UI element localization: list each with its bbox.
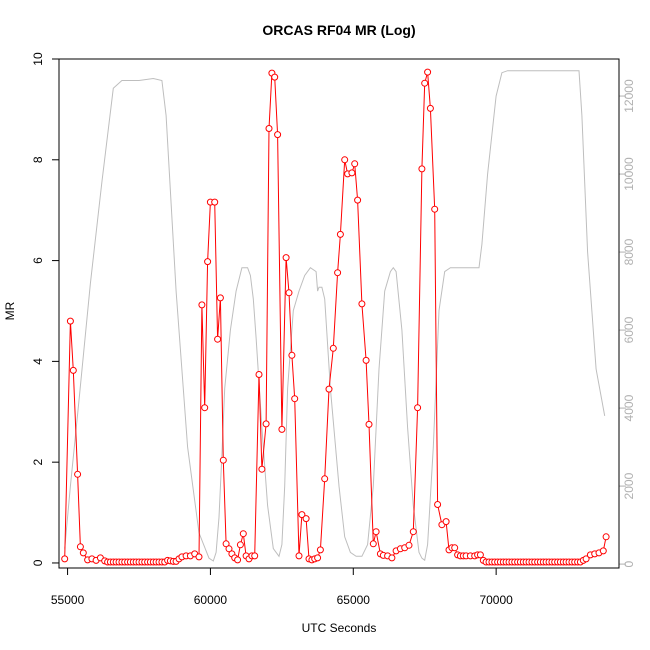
mr-point [291, 395, 299, 403]
mr-point [431, 205, 439, 213]
mr-point [282, 254, 290, 262]
mr-point [201, 404, 209, 412]
mr-point [476, 551, 484, 559]
mr-point [262, 420, 270, 428]
mr-series [61, 68, 610, 566]
mr-point [321, 475, 329, 483]
mr-point [219, 456, 227, 464]
y-tick-label: 6 [31, 257, 45, 264]
y2-tick-label: 6000 [622, 316, 636, 343]
mr-point [214, 335, 222, 343]
mr-point [79, 549, 87, 557]
mr-point [451, 544, 459, 552]
mr-point [239, 530, 247, 538]
mr-point [351, 160, 359, 168]
mr-point [336, 230, 344, 238]
mr-point [329, 344, 337, 352]
y-tick-label: 8 [31, 156, 45, 163]
mr-point [69, 366, 77, 374]
mr-point [234, 556, 242, 564]
y2-tick-label: 0 [622, 560, 636, 567]
mr-point [314, 554, 322, 562]
x-axis-label: UTC Seconds [302, 621, 377, 635]
mr-point [285, 289, 293, 297]
mr-point [599, 547, 607, 555]
mr-point [434, 501, 442, 508]
mr-point [421, 79, 429, 87]
mr-point [198, 301, 206, 309]
altitude-series [64, 70, 606, 562]
mr-point [271, 73, 279, 81]
y2-tick-label: 2000 [622, 472, 636, 499]
mr-point [325, 385, 333, 393]
mr-point [76, 543, 84, 551]
mr-point [442, 518, 450, 526]
mr-point [582, 555, 590, 563]
mr-point [369, 540, 377, 548]
mr-point [358, 300, 366, 308]
mr-point [418, 165, 426, 173]
x-tick-label: 70000 [479, 593, 513, 607]
y2-tick-label: 10000 [622, 157, 636, 191]
mr-point [251, 552, 259, 560]
y2-tick-label: 8000 [622, 238, 636, 265]
mr-point [265, 125, 273, 132]
mr-point [372, 528, 380, 536]
y-tick-label: 2 [31, 459, 45, 466]
mr-point [236, 541, 244, 549]
chart-title: ORCAS RF04 MR (Log) [262, 22, 415, 38]
mr-point [602, 533, 610, 541]
mr-point [288, 351, 296, 359]
mr-point [222, 540, 230, 548]
mr-point [405, 541, 413, 549]
mr-point [61, 555, 69, 563]
mr-point [298, 511, 306, 519]
mr-point [195, 553, 203, 561]
mr-point [258, 465, 266, 473]
x-tick-label: 65000 [337, 593, 371, 607]
x-tick-label: 55000 [51, 593, 85, 607]
y2-tick-label: 4000 [622, 394, 636, 421]
mr-point [216, 294, 224, 302]
right-axis: 0 2000 4000 6000 8000 10000 12000 [618, 79, 636, 567]
mr-point [388, 554, 396, 562]
mr-point [362, 356, 370, 364]
mr-point [365, 420, 373, 428]
mr-point [354, 196, 362, 204]
mr-point [274, 131, 282, 139]
mr-point [278, 425, 286, 433]
y-tick-label: 10 [31, 52, 45, 66]
mr-point [316, 546, 324, 554]
y2-tick-label: 12000 [622, 79, 636, 113]
altitude-line [64, 70, 606, 562]
mr-point [204, 258, 212, 266]
mr-point [255, 371, 263, 378]
plot-frame [58, 58, 620, 569]
y-tick-label: 4 [31, 358, 45, 365]
mr-point [348, 169, 356, 177]
mr-point [302, 515, 310, 523]
x-tick-label: 60000 [194, 593, 228, 607]
mr-point [66, 317, 74, 325]
mr-point [334, 269, 342, 277]
y-axis-label: MR [3, 301, 17, 320]
y-tick-label: 0 [31, 559, 45, 566]
mr-point [414, 404, 422, 412]
mr-point [74, 470, 82, 478]
mr-point [295, 552, 303, 560]
mr-point [424, 68, 432, 76]
mr-point [409, 528, 417, 536]
mr-point [211, 198, 219, 206]
mr-point [426, 104, 434, 112]
mr-point [225, 545, 233, 553]
mr-point [341, 156, 349, 164]
